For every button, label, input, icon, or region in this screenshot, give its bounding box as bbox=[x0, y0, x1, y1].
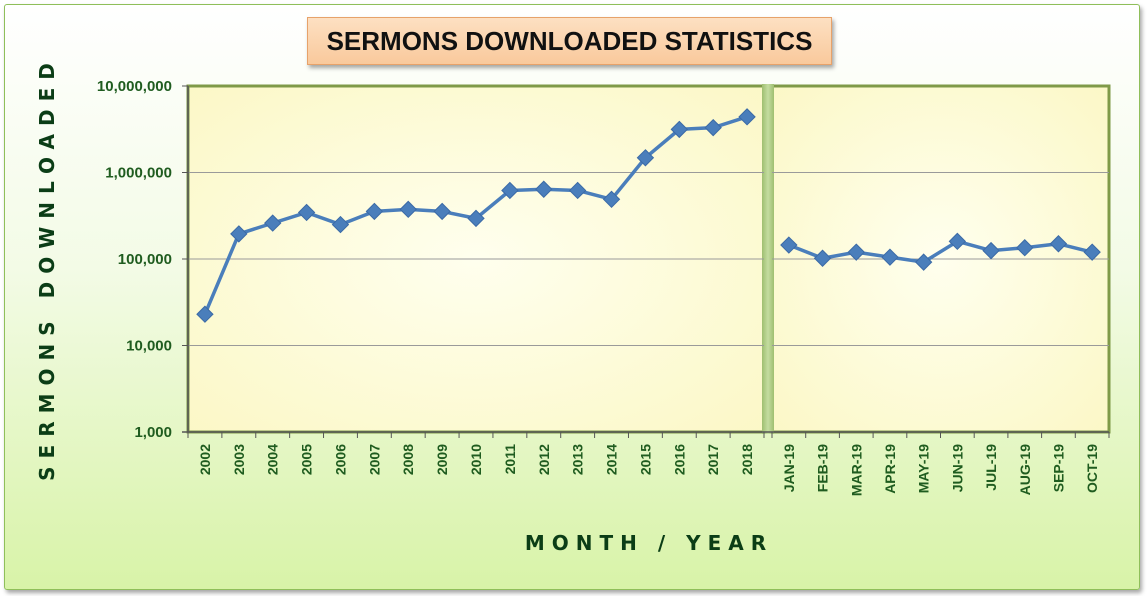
y-tick-label: 100,000 bbox=[118, 251, 172, 268]
data-point-marker bbox=[365, 202, 384, 221]
data-point-marker bbox=[433, 202, 451, 221]
data-point-marker bbox=[196, 305, 214, 323]
data-point-marker bbox=[738, 108, 756, 126]
x-tick-label: 2009 bbox=[434, 444, 450, 475]
y-tick-label: 10,000 bbox=[126, 338, 172, 355]
data-point-marker bbox=[948, 232, 967, 251]
x-tick-label: 2010 bbox=[468, 444, 484, 475]
panel-separator bbox=[762, 84, 774, 434]
data-point-marker bbox=[230, 225, 248, 243]
x-tick-label: 2017 bbox=[705, 444, 721, 475]
data-point-marker bbox=[568, 181, 587, 200]
data-point-marker bbox=[331, 215, 350, 234]
x-tick-label: MAY-19 bbox=[916, 444, 932, 494]
y-tick-label: 1,000,000 bbox=[105, 165, 172, 182]
x-tick-label: MAR-19 bbox=[848, 444, 864, 496]
x-axis-label: MONTH / YEAR bbox=[524, 531, 774, 555]
data-point-marker bbox=[297, 203, 316, 222]
y-tick-label: 10,000,000 bbox=[97, 78, 172, 95]
x-tick-label: 2014 bbox=[604, 444, 620, 475]
series-line-monthly bbox=[788, 239, 1093, 264]
data-point-marker bbox=[914, 253, 933, 271]
data-point-marker bbox=[847, 243, 865, 261]
x-tick-label: 2007 bbox=[366, 444, 382, 475]
data-point-marker bbox=[982, 241, 1000, 260]
x-tick-label: FEB-19 bbox=[815, 444, 831, 492]
x-tick-label: 2006 bbox=[332, 444, 348, 475]
x-tick-label: 2002 bbox=[197, 444, 213, 475]
data-point-marker bbox=[813, 249, 832, 267]
data-point-marker bbox=[1083, 243, 1101, 261]
data-point-marker bbox=[602, 190, 621, 209]
x-tick-label: AUG-19 bbox=[1017, 444, 1033, 496]
x-tick-label: 2016 bbox=[671, 444, 687, 475]
data-point-marker bbox=[704, 118, 722, 137]
x-tick-label: 2003 bbox=[231, 444, 247, 475]
data-point-marker bbox=[636, 149, 655, 167]
x-tick-label: 2015 bbox=[637, 444, 653, 475]
x-tick-label: 2008 bbox=[400, 444, 416, 475]
data-point-marker bbox=[1016, 239, 1034, 257]
x-tick-label: JUL-19 bbox=[983, 444, 999, 491]
x-tick-label: 2018 bbox=[739, 444, 755, 475]
x-tick-label: APR-19 bbox=[882, 444, 898, 494]
x-tick-label: 2013 bbox=[570, 444, 586, 475]
data-point-marker bbox=[670, 120, 689, 139]
data-point-marker bbox=[263, 214, 282, 232]
y-tick-label: 1,000 bbox=[134, 424, 172, 441]
x-tick-label: 2005 bbox=[299, 444, 315, 475]
data-point-marker bbox=[501, 181, 519, 200]
x-tick-label: OCT-19 bbox=[1084, 444, 1100, 493]
data-point-marker bbox=[780, 236, 798, 254]
chart-title: SERMONS DOWNLOADED STATISTICS bbox=[307, 17, 832, 65]
data-point-marker bbox=[881, 248, 899, 266]
x-tick-label: JUN-19 bbox=[949, 444, 965, 492]
x-tick-label: 2012 bbox=[536, 444, 552, 475]
x-tick-label: 2004 bbox=[265, 444, 281, 475]
data-point-marker bbox=[399, 200, 417, 219]
data-point-marker bbox=[535, 180, 553, 198]
data-point-marker bbox=[467, 209, 485, 228]
data-point-marker bbox=[1049, 235, 1068, 253]
x-tick-label: SEP-19 bbox=[1050, 444, 1066, 492]
x-tick-label: JAN-19 bbox=[781, 444, 797, 492]
x-tick-label: 2011 bbox=[502, 444, 518, 475]
